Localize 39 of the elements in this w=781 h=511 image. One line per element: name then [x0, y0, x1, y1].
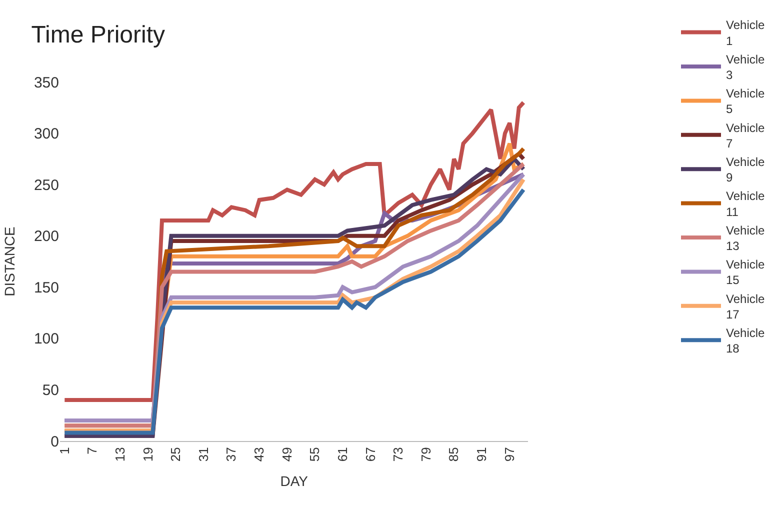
x-tick-label: 97	[502, 447, 517, 462]
x-tick-label: 49	[279, 447, 294, 462]
x-tick-label: 19	[140, 447, 156, 462]
x-axis-title: DAY	[280, 472, 309, 489]
x-tick-label: 67	[362, 447, 378, 462]
x-tick-label: 91	[474, 447, 490, 462]
line-series	[62, 100, 526, 402]
legend-label: Vehicle 3	[726, 52, 766, 82]
y-tick-label: 50	[42, 382, 59, 399]
legend-label: Vehicle 15	[726, 258, 766, 288]
x-tick-label: 73	[390, 447, 406, 462]
legend-label: Vehicle 7	[726, 120, 766, 150]
legend-label: Vehicle 13	[726, 223, 766, 253]
legend-label: Vehicle 11	[726, 189, 766, 219]
x-tick-label: 7	[84, 447, 100, 454]
x-tick-label: 55	[307, 447, 322, 462]
x-tick-label: 61	[334, 447, 350, 462]
y-tick-label: 200	[34, 228, 59, 246]
x-tick-label: 25	[168, 447, 184, 462]
x-tick-label: 13	[112, 447, 128, 462]
x-tick-label: 31	[196, 447, 211, 462]
legend-label: Vehicle 5	[726, 86, 766, 116]
y-tick-label: 250	[34, 176, 59, 194]
legend-label: Vehicle 9	[726, 154, 766, 185]
chart-title: Time Priority	[31, 21, 166, 48]
legend-label: Vehicle 17	[726, 292, 766, 322]
y-tick-label: 300	[34, 126, 59, 143]
y-tick-label: 150	[34, 279, 59, 296]
legend-label: Vehicle 1	[726, 18, 766, 48]
x-tick-label: 1	[56, 447, 72, 454]
y-tick-label: 350	[34, 74, 59, 92]
legend-label: Vehicle 18	[726, 326, 766, 356]
x-tick-label: 85	[446, 447, 462, 462]
y-tick-label: 0	[50, 433, 59, 450]
x-tick-label: 79	[418, 447, 434, 462]
x-tick-label: 37	[224, 447, 239, 462]
x-tick-label: 43	[252, 447, 267, 462]
y-tick-label: 100	[34, 330, 59, 348]
y-axis-title: DISTANCE	[2, 226, 18, 296]
